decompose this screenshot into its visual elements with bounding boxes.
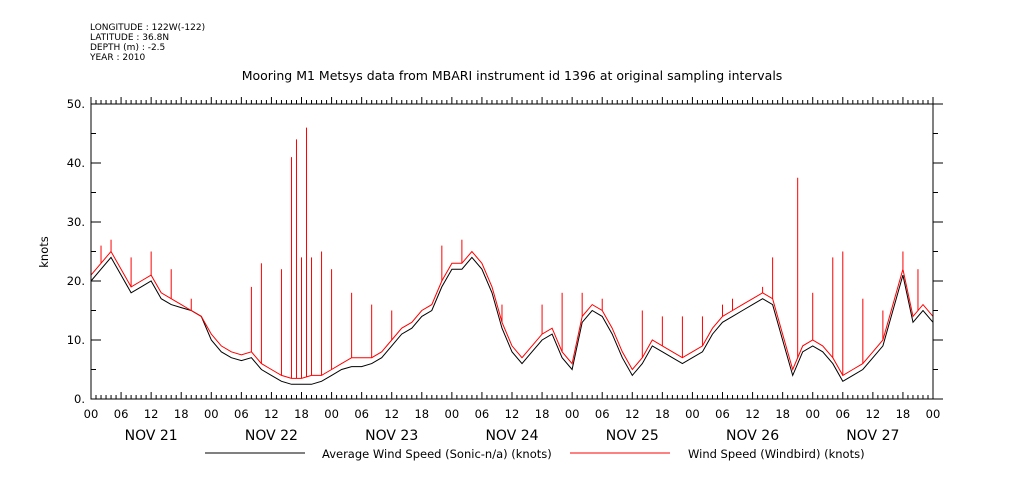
- mooring-metadata: LONGITUDE : 122W(-122) LATITUDE : 36.8N …: [89, 23, 205, 63]
- x-axis-ticks: [90, 97, 934, 399]
- x-tick-label: 00: [926, 407, 941, 421]
- y-tick-label: 20.: [67, 274, 85, 288]
- x-day-label: NOV 22: [245, 428, 298, 444]
- x-tick-label: 12: [505, 407, 520, 421]
- y-tick-label: 30.: [67, 215, 85, 229]
- x-day-label: NOV 24: [485, 428, 538, 444]
- x-axis-hour-labels: 00 06 12 18 00 06 12 18 00 06 12 18 00 06 12 18 00 06 12 18…: [84, 407, 941, 421]
- x-day-label: NOV 23: [365, 428, 418, 444]
- x-tick-label: 06: [595, 407, 610, 421]
- x-tick-label: 06: [475, 407, 490, 421]
- x-tick-label: 00: [324, 407, 339, 421]
- legend-label-windbird: Wind Speed (Windbird) (knots): [688, 447, 865, 461]
- x-tick-label: 18: [535, 407, 550, 421]
- x-tick-label: 12: [866, 407, 881, 421]
- x-tick-label: 06: [114, 407, 129, 421]
- y-tick-label: 0.: [74, 392, 85, 406]
- x-day-label: NOV 25: [606, 428, 659, 444]
- longitude-label: LONGITUDE : 122W(-122): [90, 23, 205, 33]
- x-tick-label: 18: [294, 407, 309, 421]
- x-tick-label: 00: [805, 407, 820, 421]
- x-tick-label: 18: [174, 407, 189, 421]
- x-tick-label: 00: [204, 407, 219, 421]
- x-day-label: NOV 21: [125, 428, 178, 444]
- x-tick-label: 12: [384, 407, 399, 421]
- series-line-windbird-wind-speed: [90, 250, 934, 379]
- y-tick-label: 50.: [67, 97, 85, 111]
- y-tick-label: 40.: [67, 156, 85, 170]
- x-tick-label: 18: [896, 407, 911, 421]
- x-tick-label: 12: [625, 407, 640, 421]
- x-tick-label: 18: [775, 407, 790, 421]
- plot-series: [90, 127, 934, 385]
- x-tick-label: 12: [144, 407, 159, 421]
- x-tick-label: 18: [414, 407, 429, 421]
- year-label: YEAR : 2010: [89, 53, 146, 63]
- y-tick-label: 10.: [67, 333, 85, 347]
- chart-title: Mooring M1 Metsys data from MBARI instru…: [242, 68, 783, 83]
- axes: [90, 103, 934, 400]
- x-day-label: NOV 27: [846, 428, 899, 444]
- x-tick-label: 06: [354, 407, 369, 421]
- x-tick-label: 12: [264, 407, 279, 421]
- x-tick-label: 00: [84, 407, 99, 421]
- x-tick-label: 00: [445, 407, 460, 421]
- x-day-label: NOV 26: [726, 428, 779, 444]
- x-tick-label: 00: [685, 407, 700, 421]
- depth-label: DEPTH (m) : -2.5: [90, 43, 165, 53]
- y-axis-ticks: 0. 10. 20. 30. 40. 50.: [67, 97, 943, 406]
- series-line-average-wind-speed: [90, 256, 934, 385]
- x-axis-day-labels: NOV 21 NOV 22 NOV 23 NOV 24 NOV 25 NOV 26 NOV …: [125, 428, 900, 444]
- y-axis-label: knots: [37, 236, 51, 268]
- latitude-label: LATITUDE : 36.8N: [90, 33, 169, 43]
- x-tick-label: 06: [715, 407, 730, 421]
- plot-frame: [90, 103, 934, 400]
- x-tick-label: 12: [745, 407, 760, 421]
- x-tick-label: 00: [565, 407, 580, 421]
- legend: Average Wind Speed (Sonic-n/a) (knots) W…: [205, 447, 865, 461]
- x-tick-label: 06: [234, 407, 249, 421]
- x-tick-label: 06: [835, 407, 850, 421]
- legend-label-average: Average Wind Speed (Sonic-n/a) (knots): [322, 447, 552, 461]
- x-tick-label: 18: [655, 407, 670, 421]
